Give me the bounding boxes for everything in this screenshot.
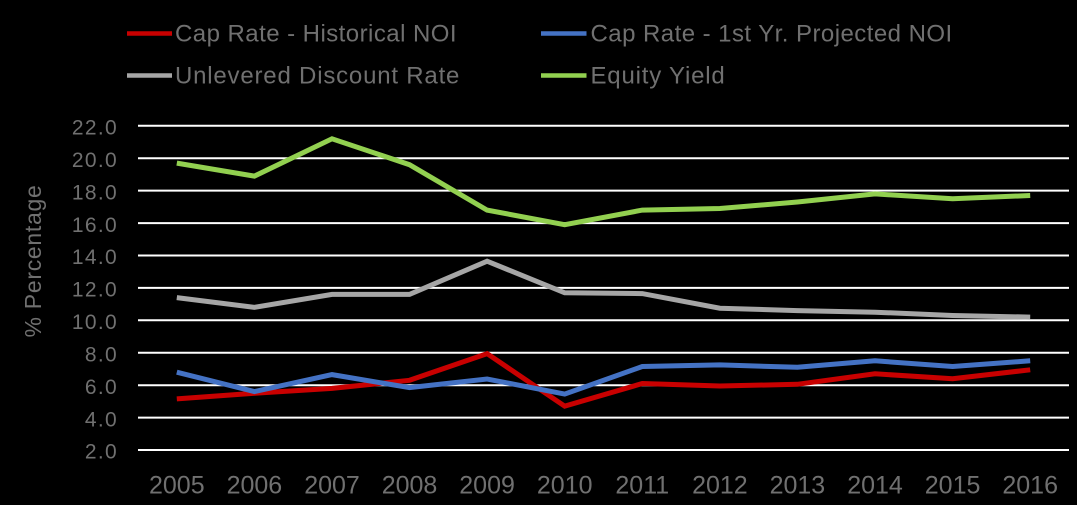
svg-text:Cap Rate - 1st Yr. Projected N: Cap Rate - 1st Yr. Projected NOI — [591, 21, 953, 48]
svg-text:2007: 2007 — [304, 472, 360, 500]
svg-text:12.0: 12.0 — [72, 279, 118, 302]
svg-text:2005: 2005 — [149, 472, 205, 500]
svg-text:2006: 2006 — [227, 472, 283, 500]
svg-text:2016: 2016 — [1002, 472, 1058, 500]
svg-text:8.0: 8.0 — [85, 343, 118, 366]
svg-text:4.0: 4.0 — [85, 408, 118, 431]
svg-text:16.0: 16.0 — [72, 214, 118, 237]
svg-text:2014: 2014 — [847, 472, 903, 500]
svg-text:Equity Yield: Equity Yield — [591, 63, 726, 90]
svg-text:10.0: 10.0 — [72, 311, 118, 334]
svg-text:20.0: 20.0 — [72, 149, 118, 172]
svg-text:2013: 2013 — [770, 472, 826, 500]
svg-text:Unlevered Discount Rate: Unlevered Discount Rate — [175, 63, 460, 90]
svg-text:2015: 2015 — [925, 472, 981, 500]
svg-text:2009: 2009 — [459, 472, 515, 500]
svg-text:22.0: 22.0 — [72, 117, 118, 140]
svg-text:2011: 2011 — [615, 472, 669, 500]
svg-text:2008: 2008 — [382, 472, 438, 500]
svg-text:2012: 2012 — [692, 472, 748, 500]
svg-text:6.0: 6.0 — [85, 376, 118, 399]
svg-text:18.0: 18.0 — [72, 181, 118, 204]
svg-text:Cap Rate - Historical NOI: Cap Rate - Historical NOI — [175, 21, 457, 48]
svg-text:2010: 2010 — [537, 472, 593, 500]
svg-text:14.0: 14.0 — [72, 246, 118, 269]
svg-text:2.0: 2.0 — [85, 441, 118, 464]
svg-text:% Percentage: % Percentage — [20, 185, 46, 338]
